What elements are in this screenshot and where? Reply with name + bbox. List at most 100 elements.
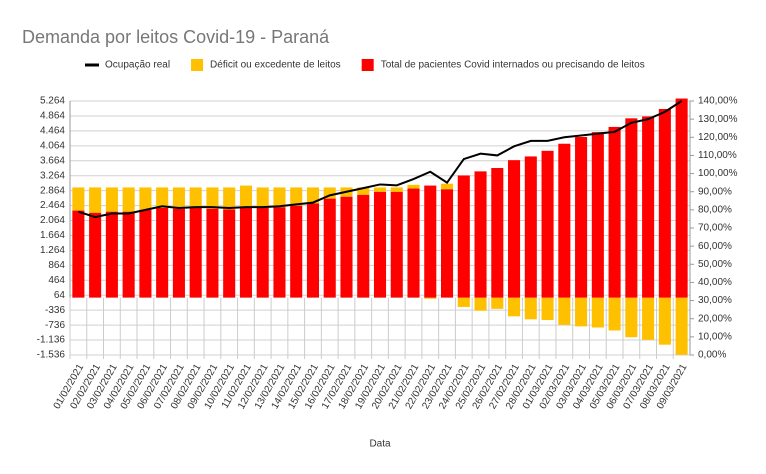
bar — [105, 187, 118, 212]
bar — [156, 187, 169, 208]
chart-title: Demanda por leitos Covid-19 - Paraná — [22, 27, 330, 47]
bar — [474, 171, 487, 298]
bar — [541, 150, 554, 298]
bar — [89, 212, 102, 298]
y2-tick-label: 70,00% — [698, 223, 732, 234]
y2-tick-label: 50,00% — [698, 259, 732, 270]
y-tick-label: -736 — [45, 320, 65, 331]
y2-tick-label: 60,00% — [698, 241, 732, 252]
bar — [172, 187, 185, 209]
bar — [122, 211, 135, 298]
bar — [139, 187, 152, 210]
y2-tick-label: 30,00% — [698, 295, 732, 306]
bar — [390, 187, 403, 192]
bar — [524, 297, 537, 320]
bar — [256, 207, 269, 298]
bar — [189, 187, 202, 208]
bar — [373, 191, 387, 298]
y2-tick-label: 0,00% — [698, 350, 726, 361]
bar — [72, 187, 85, 211]
bar — [206, 187, 219, 209]
y-tick-label: 1.264 — [40, 245, 65, 256]
bar — [591, 297, 604, 328]
bar — [206, 208, 219, 298]
bar — [373, 187, 387, 192]
bar — [474, 297, 487, 311]
bar — [323, 198, 336, 298]
bar — [323, 187, 336, 199]
bar — [273, 187, 286, 208]
y2-tick-label: 140,00% — [698, 96, 738, 107]
y-tick-label: 864 — [48, 260, 65, 271]
bar — [508, 297, 521, 317]
y-tick-label: 4.864 — [40, 111, 65, 122]
bar — [122, 187, 135, 212]
bar — [357, 194, 370, 298]
bar — [223, 209, 236, 298]
y-tick-label: -336 — [45, 305, 65, 316]
y-tick-label: 4.464 — [40, 126, 65, 137]
bar — [608, 297, 621, 331]
bar — [541, 297, 554, 321]
bar — [575, 137, 588, 298]
bar — [290, 187, 303, 206]
bar — [625, 118, 638, 298]
bar — [340, 196, 353, 298]
y-tick-label: 3.264 — [40, 170, 65, 181]
bar — [156, 207, 169, 298]
bar — [575, 297, 588, 327]
bar — [357, 187, 370, 195]
bar — [591, 132, 604, 298]
y2-tick-label: 80,00% — [698, 204, 732, 215]
bar — [239, 207, 252, 298]
x-axis-label: Data — [369, 439, 391, 450]
bar — [223, 187, 236, 210]
bar — [273, 207, 286, 298]
y-tick-label: 2.464 — [40, 200, 65, 211]
y2-tick-label: 100,00% — [698, 168, 738, 179]
bar — [306, 203, 320, 298]
bar — [457, 175, 470, 298]
bar — [524, 156, 537, 298]
legend-swatch — [191, 59, 204, 71]
legend-label: Ocupação real — [105, 60, 170, 71]
bar — [675, 98, 688, 298]
legend-label: Déficit ou excedente de leitos — [210, 60, 341, 71]
y2-tick-label: 120,00% — [698, 132, 738, 143]
legend-label: Total de pacientes Covid internados ou p… — [381, 60, 645, 71]
bar — [608, 126, 621, 298]
y-tick-label: -1.536 — [37, 350, 66, 361]
bar — [105, 211, 118, 298]
y-tick-label: 1.664 — [40, 230, 65, 241]
bar — [440, 183, 454, 190]
legend-swatch — [361, 59, 374, 71]
y2-tick-label: 20,00% — [698, 313, 732, 324]
bar — [675, 297, 688, 355]
bar — [658, 297, 671, 345]
y-tick-label: -1.136 — [37, 335, 66, 346]
bar — [491, 297, 504, 309]
bar — [440, 189, 454, 298]
bar — [239, 185, 252, 208]
bar — [491, 168, 504, 298]
bar — [558, 297, 571, 325]
y2-tick-label: 110,00% — [698, 150, 737, 161]
y2-tick-label: 130,00% — [698, 114, 738, 125]
bar — [390, 191, 403, 298]
bar — [189, 207, 202, 298]
bar — [558, 143, 571, 298]
bar — [89, 187, 102, 213]
bar — [457, 297, 470, 307]
y-tick-label: 5.264 — [40, 96, 65, 107]
bar — [625, 297, 638, 338]
bar — [424, 297, 437, 299]
bar — [306, 187, 320, 204]
y-tick-label: 2.864 — [40, 185, 65, 196]
bar — [508, 160, 521, 298]
y2-tick-label: 90,00% — [698, 186, 732, 197]
bar — [424, 185, 437, 298]
bar — [256, 187, 269, 208]
bar — [642, 116, 655, 298]
bar — [290, 205, 303, 298]
